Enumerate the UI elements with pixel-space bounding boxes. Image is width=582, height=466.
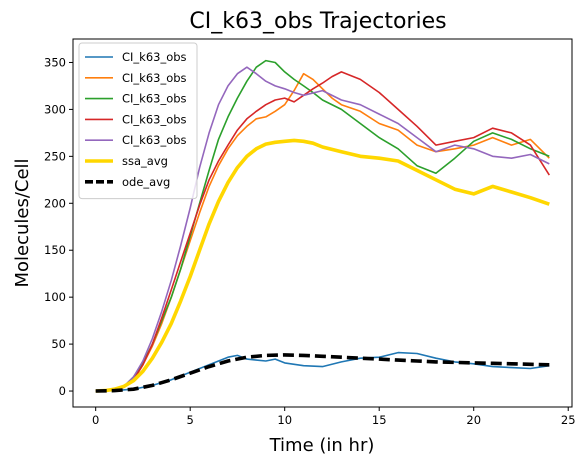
y-tick-label: 200 [44, 196, 66, 210]
series-line-7-ode-avg [95, 353, 550, 393]
y-tick-label: 350 [44, 55, 66, 69]
series-line-4-ci-k63-obs [95, 71, 550, 392]
legend-label: CI_k63_obs [122, 112, 187, 126]
x-axis-title: Time (in hr) [269, 435, 375, 456]
legend: CI_k63_obs CI_k63_obs CI_k63_obs CI_k63_obs… [78, 42, 198, 200]
series-line-6-ssa-avg [95, 138, 550, 393]
x-tick-label: 25 [561, 413, 576, 427]
y-axis: 0 50 100 150 200 250 300 350 [44, 55, 73, 398]
legend-label: CI_k63_obs [122, 50, 187, 64]
legend-label: CI_k63_obs [122, 92, 187, 106]
chart-title: CI_k63_obs Trajectories [189, 9, 446, 34]
legend-label: ode_avg [122, 175, 170, 189]
x-tick-label: 10 [277, 413, 292, 427]
series-line-5-ci-k63-obs [95, 66, 550, 392]
x-tick-label: 0 [92, 413, 99, 427]
x-tick-label: 5 [187, 413, 194, 427]
x-tick-label: 20 [466, 413, 481, 427]
y-axis-title: Molecules/Cell [12, 158, 33, 287]
legend-label: CI_k63_obs [122, 133, 187, 147]
x-tick-label: 15 [372, 413, 387, 427]
plot-series [95, 59, 550, 393]
y-tick-label: 50 [51, 337, 66, 351]
y-tick-label: 300 [44, 102, 66, 116]
x-axis: 0 5 10 15 20 25 [92, 407, 576, 427]
y-tick-label: 250 [44, 149, 66, 163]
y-tick-label: 150 [44, 243, 66, 257]
y-tick-label: 0 [59, 384, 66, 398]
y-tick-label: 100 [44, 290, 66, 304]
legend-label: CI_k63_obs [122, 71, 187, 85]
plot-frame [72, 38, 573, 408]
legend-label: ssa_avg [122, 154, 168, 168]
